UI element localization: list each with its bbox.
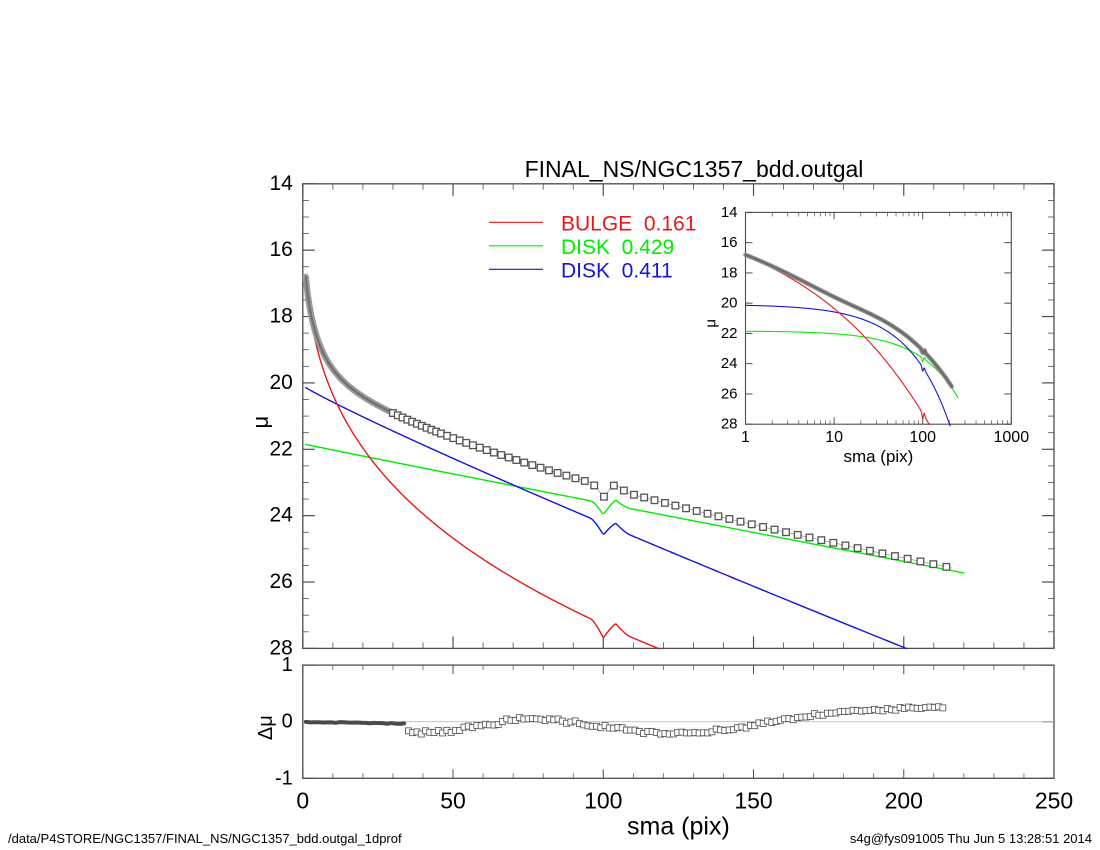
svg-text:1: 1 [741, 429, 750, 446]
svg-text:16: 16 [269, 238, 292, 261]
svg-text:0: 0 [282, 711, 293, 733]
svg-text:250: 250 [1035, 787, 1073, 813]
svg-text:22: 22 [721, 325, 738, 342]
svg-text:18: 18 [269, 305, 292, 328]
svg-text:26: 26 [721, 385, 738, 402]
svg-text:50: 50 [440, 787, 466, 813]
svg-text:16: 16 [721, 234, 738, 251]
svg-text:μ: μ [703, 319, 720, 328]
svg-text:-1: -1 [275, 767, 293, 789]
svg-text:sma (pix): sma (pix) [627, 812, 730, 840]
svg-text:μ: μ [248, 416, 273, 429]
svg-text:BULGE 0.161: BULGE 0.161 [561, 212, 696, 235]
svg-text:14: 14 [269, 172, 293, 195]
svg-text:1000: 1000 [994, 429, 1030, 446]
svg-text:26: 26 [269, 570, 292, 593]
svg-text:150: 150 [734, 787, 772, 813]
svg-text:sma (pix): sma (pix) [843, 447, 913, 466]
svg-text:10: 10 [825, 429, 843, 446]
svg-text:s4g@fys091005 Thu Jun 5 13:2: s4g@fys091005 Thu Jun 5 13:28:51 2014 [850, 831, 1092, 846]
svg-text:20: 20 [721, 295, 738, 312]
svg-text:DISK 0.429: DISK 0.429 [561, 236, 674, 259]
svg-text:24: 24 [721, 355, 738, 372]
svg-text:20: 20 [269, 371, 292, 394]
svg-text:DISK 0.411: DISK 0.411 [561, 259, 673, 282]
svg-text:FINAL_NS/NGC1357_bdd.outgal: FINAL_NS/NGC1357_bdd.outgal [525, 156, 864, 182]
svg-text:28: 28 [721, 416, 738, 433]
svg-text:/data/P4STORE/NGC1357/FINAL_NS: /data/P4STORE/NGC1357/FINAL_NS/NGC1357_b… [8, 831, 402, 846]
svg-text:100: 100 [584, 787, 622, 813]
svg-text:0: 0 [296, 787, 309, 813]
svg-text:100: 100 [909, 429, 936, 446]
svg-text:24: 24 [269, 504, 293, 527]
svg-text:14: 14 [721, 204, 738, 221]
svg-text:1: 1 [282, 654, 293, 676]
svg-text:Δμ: Δμ [255, 715, 277, 740]
svg-text:200: 200 [885, 787, 923, 813]
svg-text:18: 18 [721, 264, 738, 281]
svg-text:22: 22 [269, 437, 292, 460]
